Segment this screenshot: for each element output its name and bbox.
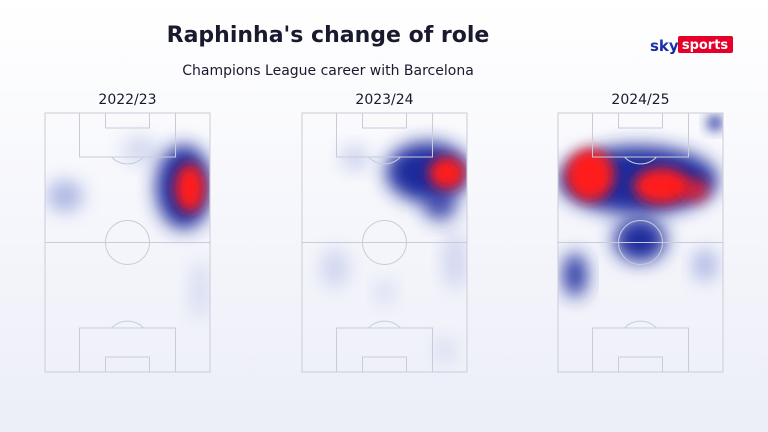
heat-blob bbox=[614, 218, 666, 262]
heat-blob bbox=[563, 253, 587, 297]
heat-blob bbox=[435, 338, 455, 362]
panel-label: 2024/25 bbox=[611, 92, 669, 108]
title: Raphinha's change of role bbox=[167, 23, 490, 48]
pitch-lines bbox=[301, 112, 468, 373]
centre-circle bbox=[105, 220, 150, 265]
penalty-arc bbox=[624, 156, 657, 165]
heat-blob bbox=[190, 260, 210, 320]
panel-label: 2022/23 bbox=[98, 92, 156, 108]
heat-blob bbox=[375, 280, 395, 304]
heatmap bbox=[47, 136, 210, 320]
six-yard-box bbox=[618, 112, 663, 129]
heat-blob bbox=[634, 168, 690, 204]
penalty-arc bbox=[624, 320, 657, 329]
heat-blob bbox=[693, 249, 717, 281]
heat-blob bbox=[341, 146, 369, 170]
pitch-panel: 2023/24 bbox=[301, 92, 468, 373]
heatmap bbox=[321, 142, 467, 362]
heat-blob bbox=[707, 115, 723, 131]
heat-blob bbox=[175, 164, 205, 212]
six-yard-box bbox=[105, 112, 150, 129]
penalty-arc bbox=[111, 156, 144, 165]
six-yard-box bbox=[105, 356, 150, 373]
pitch-lines bbox=[44, 112, 211, 373]
penalty-arc bbox=[368, 156, 401, 165]
pitch-lines bbox=[557, 112, 724, 373]
heat-blob bbox=[321, 248, 349, 288]
heat-blob bbox=[47, 180, 83, 212]
penalty-arc bbox=[368, 320, 401, 329]
centre-circle bbox=[618, 220, 663, 265]
centre-circle bbox=[362, 220, 407, 265]
heat-blob bbox=[424, 189, 456, 221]
pitch-panel: 2024/25 bbox=[557, 92, 724, 373]
heatmap bbox=[558, 115, 723, 297]
panel-label: 2023/24 bbox=[355, 92, 413, 108]
six-yard-box bbox=[618, 356, 663, 373]
heat-blob bbox=[681, 178, 709, 202]
heat-blob bbox=[566, 149, 614, 201]
logo-product: sports bbox=[682, 38, 729, 53]
penalty-arc bbox=[111, 320, 144, 329]
six-yard-box bbox=[362, 112, 407, 129]
heat-blob bbox=[429, 157, 465, 189]
subtitle: Champions League career with Barcelona bbox=[182, 63, 474, 79]
six-yard-box bbox=[362, 356, 407, 373]
heat-blob bbox=[443, 230, 467, 290]
logo-box bbox=[678, 36, 733, 53]
pitch-panel: 2022/23 bbox=[44, 92, 211, 373]
logo-brand: sky bbox=[650, 37, 679, 55]
logo: sky sports bbox=[650, 36, 733, 55]
